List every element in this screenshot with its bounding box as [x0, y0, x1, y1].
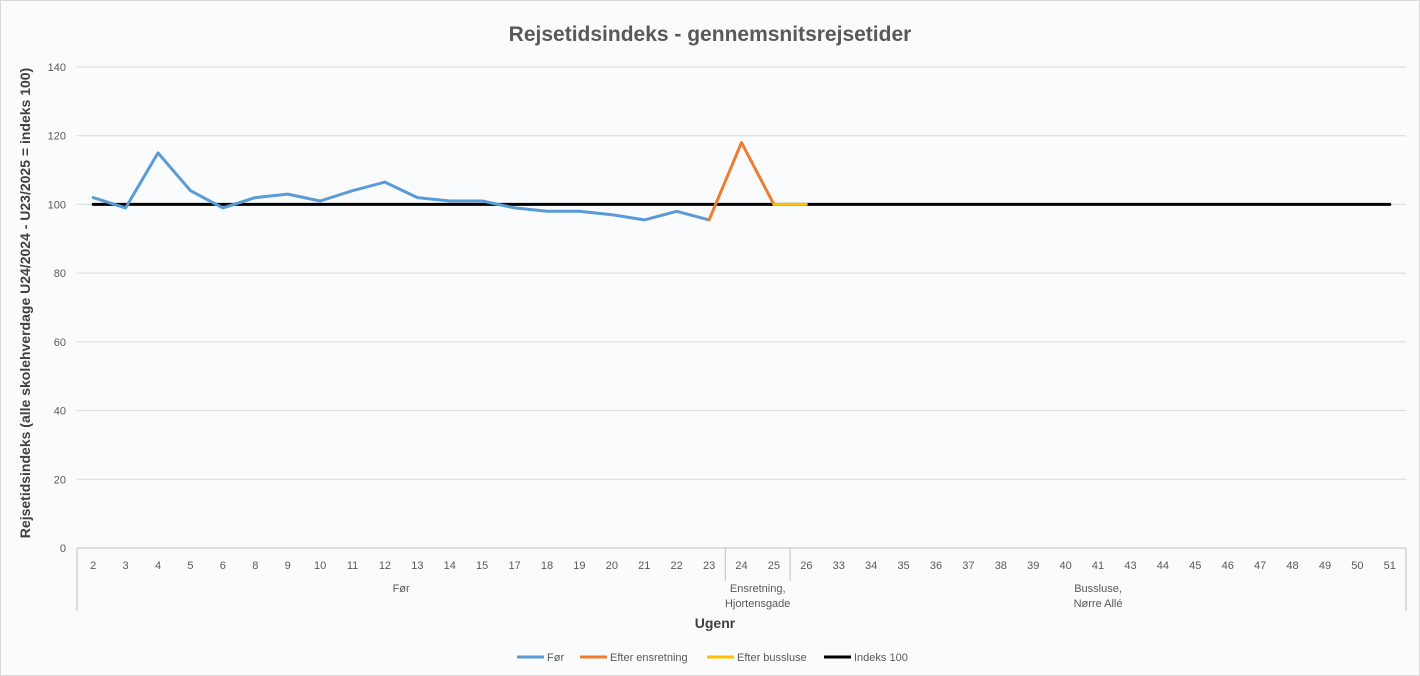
- x-tick-label: 10: [314, 560, 326, 572]
- x-tick-label: 2: [90, 560, 96, 572]
- x-tick-label: 20: [606, 560, 618, 572]
- x-tick-label: 18: [541, 560, 553, 572]
- y-tick-label: 100: [48, 199, 66, 211]
- x-axis-title: Ugenr: [695, 615, 736, 631]
- x-tick-label: 22: [671, 560, 683, 572]
- x-tick-label: 38: [995, 560, 1007, 572]
- group-label: Ensretning, Hjortensgade: [725, 583, 790, 610]
- x-tick-label: 13: [411, 560, 423, 572]
- x-tick-label: 8: [252, 560, 258, 572]
- group-label-line: Nørre Allé: [1074, 598, 1123, 610]
- x-tick-label: 12: [379, 560, 391, 572]
- y-tick-label: 0: [60, 543, 66, 555]
- y-tick-label: 140: [48, 62, 66, 74]
- group-label-line: Bussluse,: [1074, 583, 1122, 595]
- group-label-line: Hjortensgade: [725, 598, 790, 610]
- legend: Før Efter ensretning Efter bussluse Indeks …: [517, 652, 908, 664]
- y-tick-label: 20: [54, 474, 66, 486]
- x-tick-label: 48: [1286, 560, 1298, 572]
- x-tick-label: 47: [1254, 560, 1266, 572]
- x-tick-label: 11: [347, 560, 358, 572]
- x-tick-label: 9: [285, 560, 291, 572]
- x-tick-label: 40: [1060, 560, 1072, 572]
- x-tick-label: 26: [800, 560, 812, 572]
- x-tick-label: 35: [897, 560, 909, 572]
- series-lines: [91, 141, 1392, 222]
- x-tick-label: 36: [930, 560, 942, 572]
- x-tick-label: 17: [508, 560, 520, 572]
- y-tick-label: 60: [54, 337, 66, 349]
- y-axis-ticks: 0 20 40 60 80 100 120 140: [48, 62, 66, 555]
- series-line-0: [91, 151, 711, 222]
- x-tick-label: 37: [962, 560, 974, 572]
- series-line-1: [707, 141, 776, 222]
- y-tick-label: 120: [48, 131, 66, 143]
- legend-label: Efter ensretning: [610, 652, 688, 664]
- legend-label: Før: [547, 652, 564, 664]
- group-label: Bussluse, Nørre Allé: [1074, 583, 1123, 610]
- y-tick-label: 80: [54, 268, 66, 280]
- group-label-line: Før: [393, 583, 410, 595]
- x-tick-label: 50: [1351, 560, 1363, 572]
- y-tick-label: 40: [54, 406, 66, 418]
- x-tick-label: 41: [1092, 560, 1104, 572]
- gridlines: [77, 66, 1406, 480]
- x-tick-label: 43: [1124, 560, 1136, 572]
- x-tick-label: 3: [123, 560, 129, 572]
- x-tick-label: 4: [155, 560, 161, 572]
- x-tick-label: 33: [833, 560, 845, 572]
- x-tick-label: 45: [1189, 560, 1201, 572]
- y-axis-title: Rejsetidsindeks (alle skolehverdage U24/…: [17, 68, 33, 538]
- x-tick-label: 39: [1027, 560, 1039, 572]
- x-tick-label: 46: [1222, 560, 1234, 572]
- x-tick-label: 14: [444, 560, 456, 572]
- chart-title: Rejsetidsindeks - gennemsnitsrejsetider: [509, 23, 912, 46]
- x-tick-label: 34: [865, 560, 877, 572]
- x-tick-label: 25: [768, 560, 780, 572]
- x-tick-label: 51: [1384, 560, 1396, 572]
- x-tick-label: 5: [187, 560, 193, 572]
- x-axis: Før Ensretning, Hjortensgade Bussluse, Nørre…: [76, 547, 1407, 611]
- x-tick-label: 19: [573, 560, 585, 572]
- x-tick-label: 44: [1157, 560, 1169, 572]
- legend-label: Efter bussluse: [737, 652, 807, 664]
- x-tick-label: 6: [220, 560, 226, 572]
- x-tick-label: 49: [1319, 560, 1331, 572]
- group-label: Før: [393, 583, 410, 595]
- x-tick-label: 21: [638, 560, 650, 572]
- group-label-line: Ensretning,: [730, 583, 786, 595]
- x-tick-label: 15: [476, 560, 488, 572]
- x-tick-label: 24: [735, 560, 747, 572]
- legend-label: Indeks 100: [854, 652, 908, 664]
- x-tick-label: 23: [703, 560, 715, 572]
